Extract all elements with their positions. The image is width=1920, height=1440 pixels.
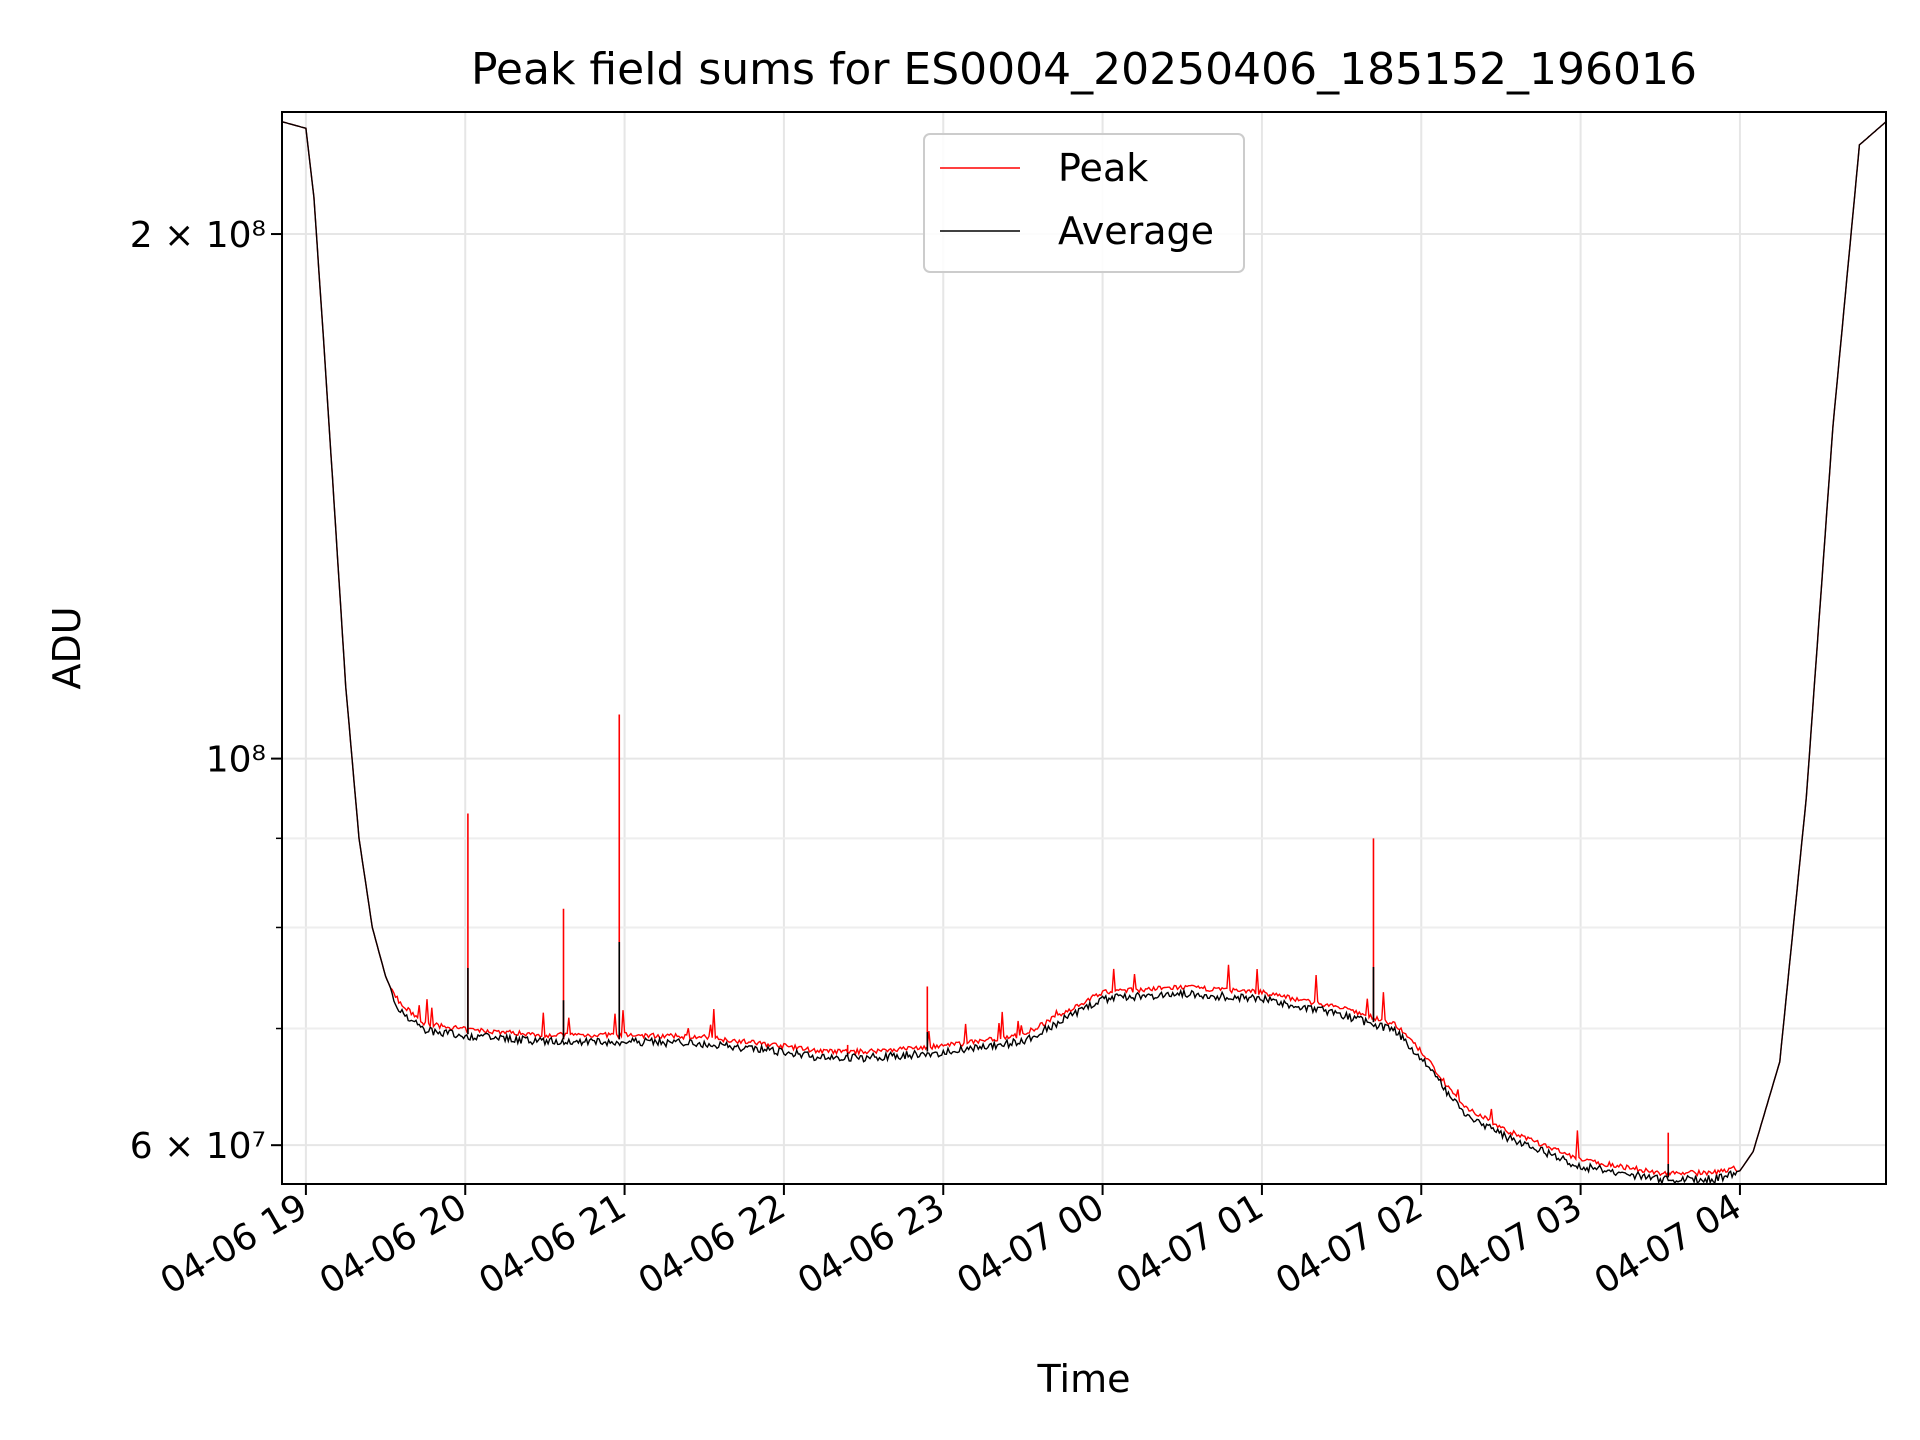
chart-title: Peak field sums for ES0004_20250406_1851…	[471, 44, 1697, 95]
series-peak-line	[281, 121, 1887, 1177]
legend: Peak Average	[923, 133, 1245, 273]
y-axis-label: ADU	[45, 606, 89, 689]
grid-layer	[282, 112, 1886, 1184]
legend-label-average: Average	[1058, 209, 1214, 253]
legend-label-peak: Peak	[1058, 146, 1148, 190]
series-average-line	[281, 121, 1887, 1186]
plot-frame	[281, 111, 1887, 1185]
y-tick-label: 2 × 10⁸	[130, 215, 266, 256]
y-tick-label: 10⁸	[206, 740, 266, 781]
x-axis-label: Time	[1037, 1357, 1131, 1401]
y-tick-label: 6 × 10⁷	[130, 1126, 266, 1167]
series-layer	[281, 121, 1887, 1186]
